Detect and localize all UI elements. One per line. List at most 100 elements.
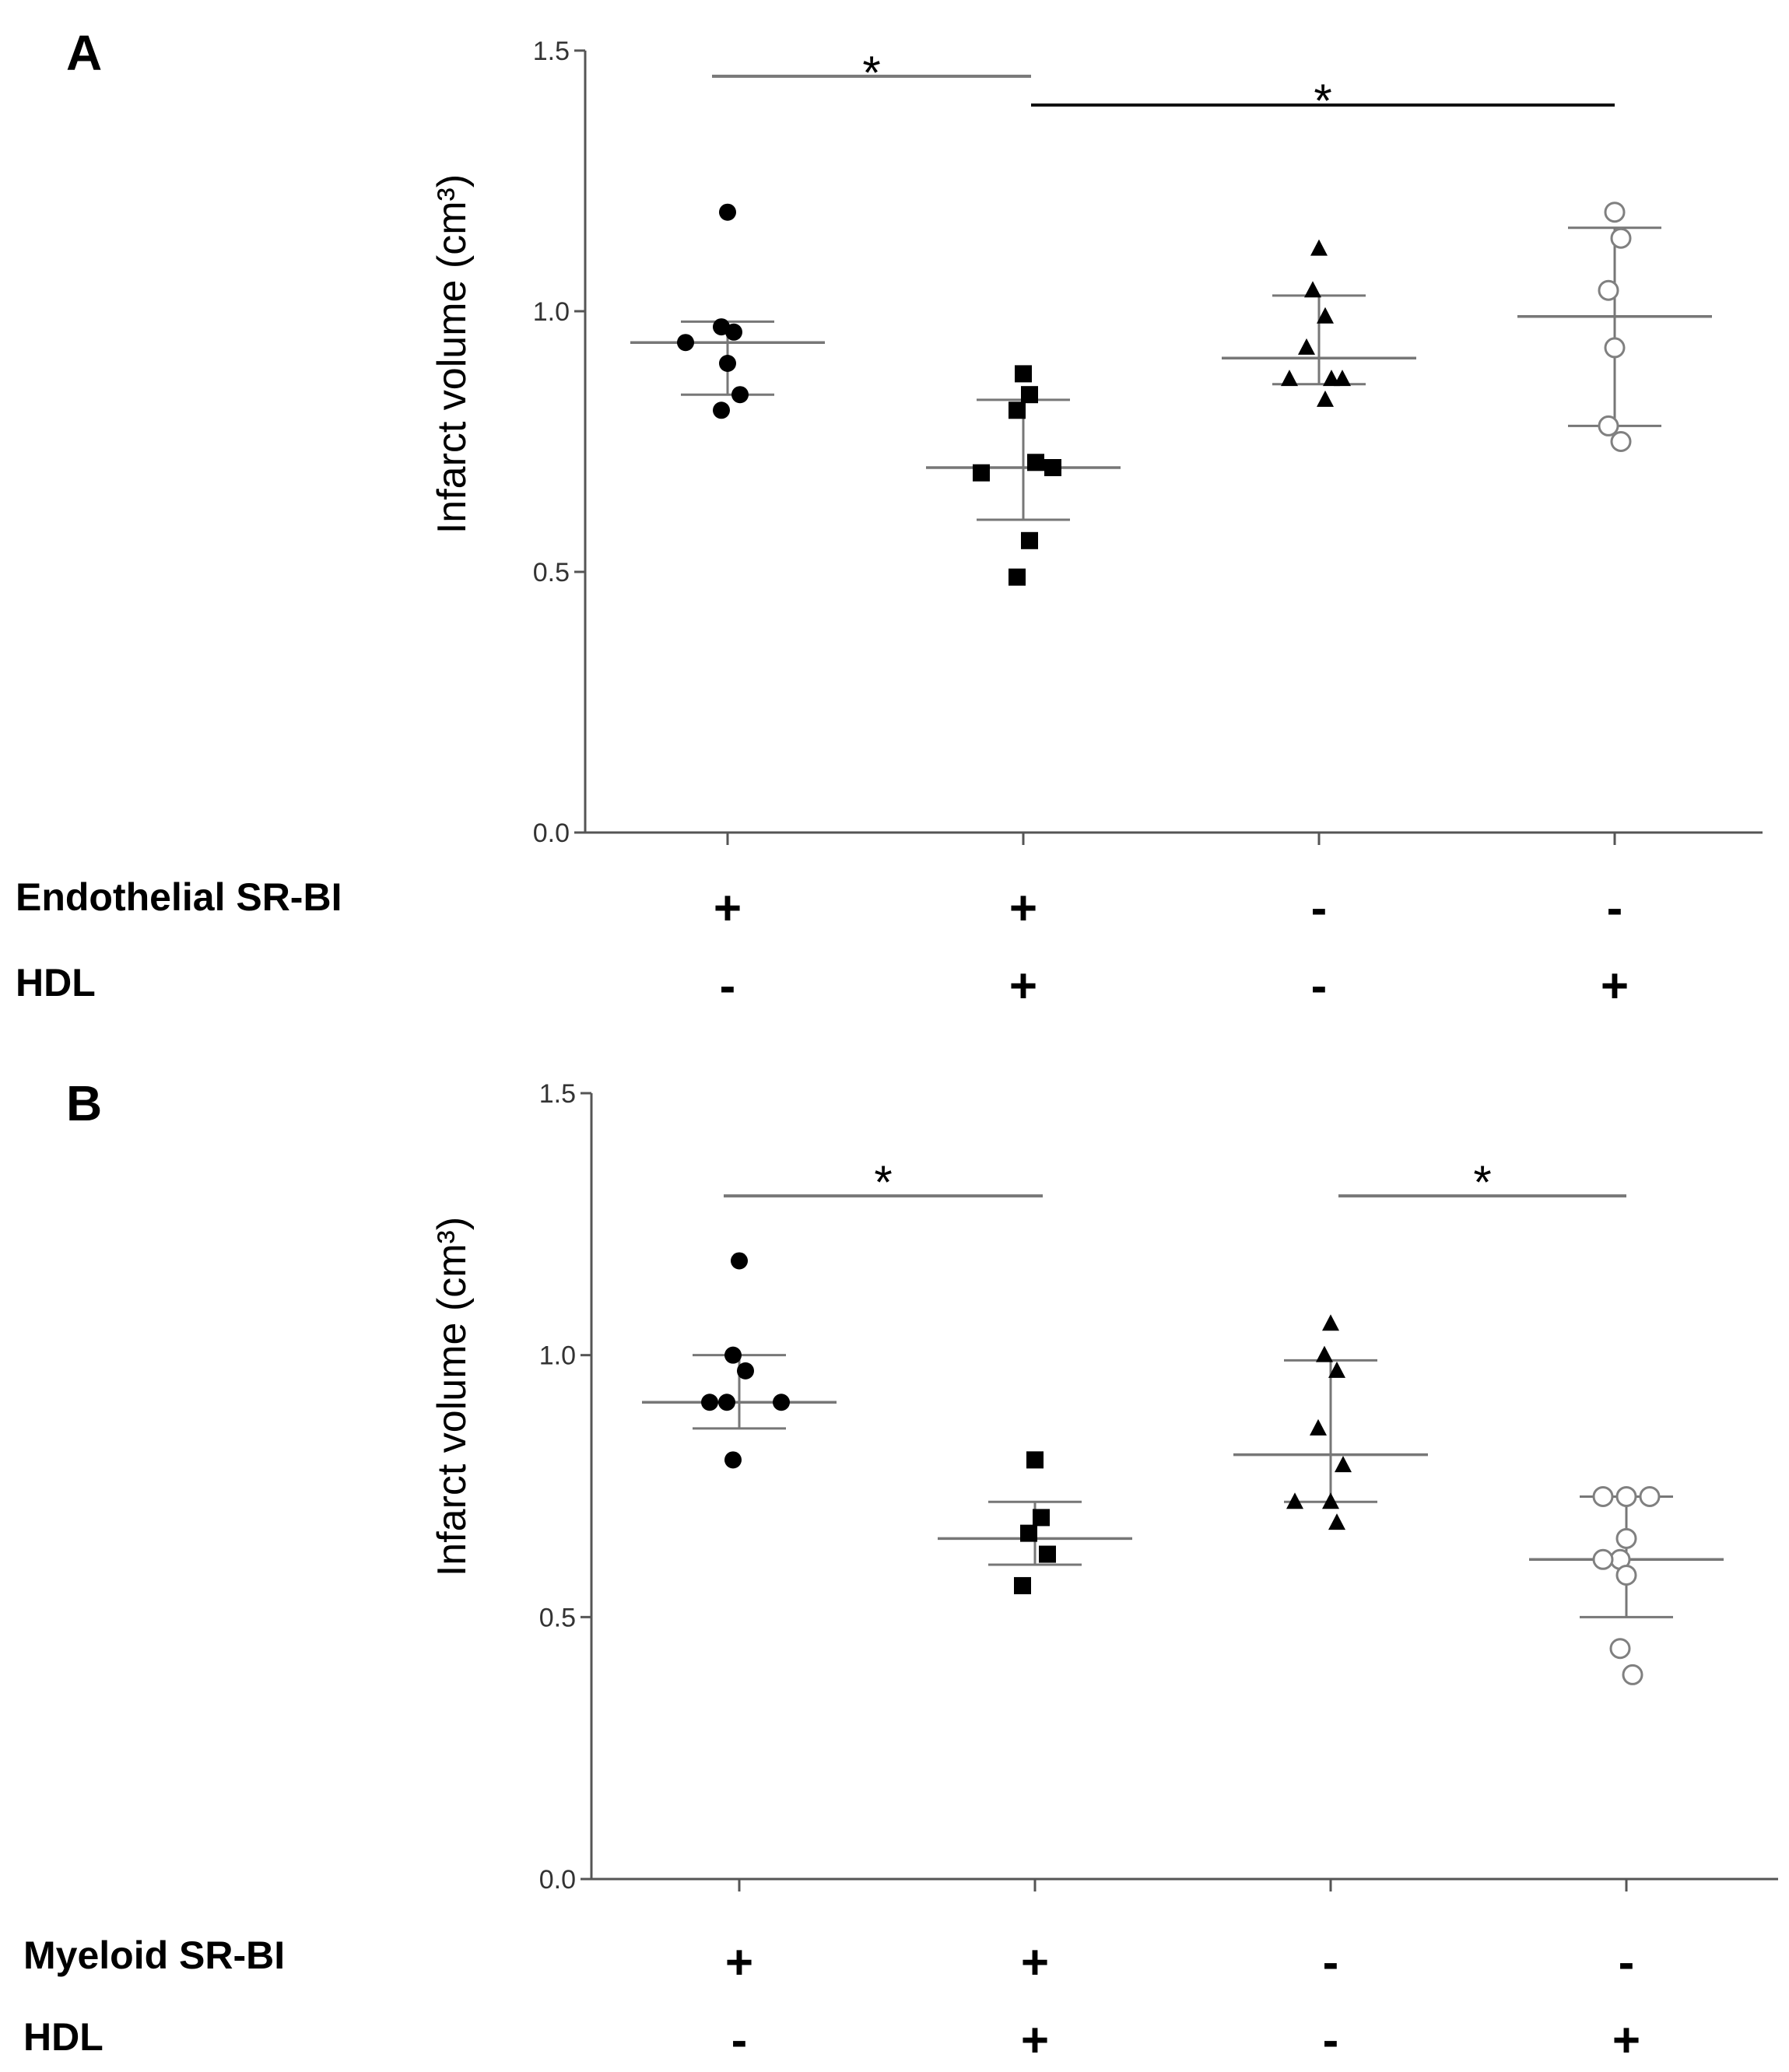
data-point bbox=[973, 464, 990, 482]
data-point bbox=[1021, 531, 1038, 549]
axes: 0.0 0.5 1.0 1.5 bbox=[539, 1079, 1778, 1895]
data-point bbox=[1009, 568, 1026, 586]
condition-sign: - bbox=[1311, 882, 1328, 935]
data-point bbox=[1021, 386, 1038, 404]
data-point bbox=[1298, 338, 1315, 355]
data-point bbox=[677, 334, 694, 352]
data-point bbox=[1592, 1485, 1614, 1507]
panel-label: A bbox=[66, 25, 102, 81]
data-point bbox=[701, 1394, 718, 1411]
group-4 bbox=[1529, 1485, 1724, 1685]
data-point bbox=[1639, 1485, 1661, 1507]
group-2 bbox=[926, 365, 1121, 586]
significance-star: * bbox=[1314, 75, 1331, 127]
data-point bbox=[1334, 370, 1351, 387]
data-point bbox=[1323, 370, 1340, 387]
data-point bbox=[1304, 281, 1321, 298]
y-axis-title: Infarct volume (cm³) bbox=[430, 1217, 475, 1576]
condition-sign: - bbox=[1323, 2014, 1339, 2067]
significance-star: * bbox=[862, 47, 880, 99]
data-point bbox=[1317, 307, 1334, 324]
row-label-genotype: Endothelial SR-BI bbox=[16, 875, 342, 919]
group-1 bbox=[630, 203, 825, 419]
y-tick-label: 1.5 bbox=[533, 37, 570, 66]
data-point bbox=[1604, 337, 1626, 359]
data-point bbox=[719, 355, 736, 372]
data-point bbox=[1610, 227, 1632, 249]
y-tick-label: 1.0 bbox=[539, 1341, 576, 1371]
condition-signs: + + - - - + - + bbox=[725, 1936, 1640, 2067]
condition-sign: - bbox=[1619, 1936, 1635, 1990]
data-point bbox=[1615, 1564, 1637, 1586]
condition-sign: - bbox=[731, 2014, 748, 2067]
data-point bbox=[1609, 1638, 1631, 1660]
data-point bbox=[1009, 401, 1026, 419]
data-point bbox=[1610, 431, 1632, 452]
condition-sign: - bbox=[1311, 959, 1328, 1013]
significance-star: * bbox=[874, 1156, 892, 1208]
group-3 bbox=[1233, 1314, 1428, 1530]
data-point bbox=[724, 1346, 742, 1364]
data-point bbox=[773, 1394, 790, 1411]
group-1 bbox=[642, 1252, 837, 1469]
data-point bbox=[1598, 279, 1619, 301]
data-point bbox=[1322, 1314, 1339, 1331]
plot-area: ** bbox=[642, 1156, 1724, 1685]
row-label-hdl: HDL bbox=[23, 2015, 103, 2059]
data-point bbox=[1615, 1527, 1637, 1549]
data-point bbox=[725, 323, 742, 341]
condition-signs: + + - - - + - + bbox=[714, 882, 1629, 1013]
data-point bbox=[1033, 1509, 1050, 1527]
y-tick-label: 0.5 bbox=[533, 558, 570, 587]
y-tick-label: 0.5 bbox=[539, 1603, 576, 1632]
data-point bbox=[1027, 454, 1044, 472]
data-point bbox=[1039, 1545, 1056, 1563]
condition-sign: + bbox=[1009, 882, 1037, 935]
data-point bbox=[737, 1362, 754, 1380]
condition-sign: + bbox=[1021, 2014, 1049, 2067]
data-point bbox=[1322, 1492, 1339, 1509]
data-point bbox=[1335, 1456, 1352, 1473]
data-point bbox=[1604, 202, 1626, 223]
data-point bbox=[1316, 1345, 1333, 1362]
y-axis-title: Infarct volume (cm³) bbox=[430, 174, 475, 534]
significance-star: * bbox=[1473, 1156, 1491, 1208]
data-point bbox=[1020, 1524, 1037, 1542]
data-point bbox=[1044, 459, 1061, 476]
row-label-genotype: Myeloid SR-BI bbox=[23, 1934, 285, 1977]
group-3 bbox=[1222, 239, 1416, 407]
row-label-hdl: HDL bbox=[16, 961, 96, 1004]
condition-sign: - bbox=[1323, 1936, 1339, 1990]
data-point bbox=[1317, 390, 1334, 407]
group-4 bbox=[1517, 202, 1712, 452]
data-point bbox=[1026, 1451, 1044, 1469]
data-point bbox=[1281, 370, 1298, 387]
data-point bbox=[1310, 239, 1328, 256]
condition-sign: + bbox=[1601, 959, 1629, 1013]
data-point bbox=[724, 1451, 742, 1469]
data-point bbox=[719, 203, 736, 221]
data-point bbox=[731, 1252, 748, 1270]
condition-sign: + bbox=[725, 1936, 753, 1990]
data-point bbox=[1615, 1485, 1637, 1507]
data-point bbox=[713, 401, 730, 419]
data-point bbox=[1014, 1576, 1031, 1594]
data-point bbox=[1310, 1418, 1327, 1436]
condition-sign: - bbox=[720, 959, 736, 1013]
data-point bbox=[1622, 1664, 1643, 1685]
condition-sign: + bbox=[1009, 959, 1037, 1013]
data-point bbox=[1328, 1361, 1345, 1378]
plot-area: ** bbox=[630, 47, 1712, 586]
y-tick-label: 1.5 bbox=[539, 1079, 576, 1109]
data-point bbox=[1592, 1548, 1614, 1570]
condition-sign: + bbox=[1612, 2014, 1640, 2067]
condition-sign: + bbox=[1021, 1936, 1049, 1990]
axes: 0.0 0.5 1.0 1.5 bbox=[533, 37, 1763, 848]
data-point bbox=[1015, 365, 1032, 383]
data-point bbox=[1286, 1492, 1303, 1509]
condition-sign: - bbox=[1607, 882, 1623, 935]
y-tick-label: 1.0 bbox=[533, 297, 570, 327]
data-point bbox=[731, 386, 749, 404]
y-tick-label: 0.0 bbox=[533, 819, 570, 848]
